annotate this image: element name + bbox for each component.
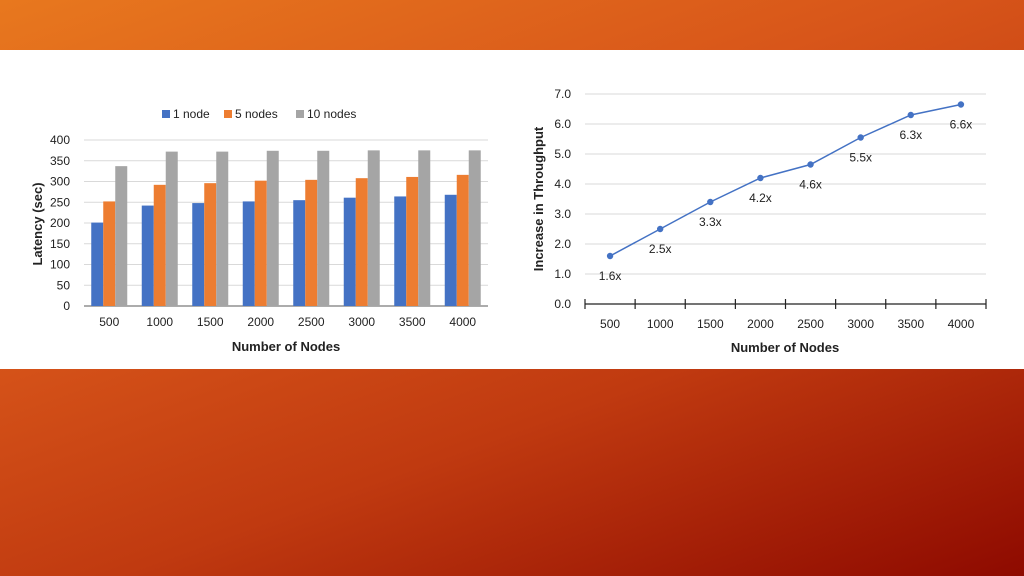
data-label: 3.3x <box>699 215 722 229</box>
bar-chart-x-tick-label: 3000 <box>348 315 375 329</box>
bar-chart-y-tick-label: 350 <box>50 154 70 168</box>
bar-chart-y-axis-label: Latency (sec) <box>30 182 45 265</box>
data-label: 5.5x <box>849 151 872 165</box>
bar <box>456 174 469 306</box>
bar-chart-y-ticks: 0 50 100 150 200 250 300 350 400 <box>50 133 70 313</box>
line-chart-y-tick-label: 2.0 <box>554 237 571 251</box>
legend-swatch <box>224 110 232 118</box>
line-chart-gridlines <box>585 93 986 275</box>
bar-chart-y-tick-label: 200 <box>50 216 70 230</box>
bar <box>192 203 205 306</box>
bar <box>115 166 128 306</box>
data-label: 6.6x <box>950 118 973 132</box>
line-chart-x-tick-label: 2000 <box>747 317 774 331</box>
data-point <box>707 198 714 206</box>
line-chart-y-ticks: 0.0 1.0 2.0 3.0 4.0 5.0 6.0 7.0 <box>554 87 571 311</box>
legend-label: 1 node <box>173 107 210 121</box>
bar-chart-x-tick-label: 4000 <box>449 315 476 329</box>
bar <box>153 184 166 306</box>
line-chart-series: 1.6x 2.5x 3.3x 4.2x 4.6x 5.5x 6.3x 6.6x <box>599 101 973 283</box>
line-chart-x-axis-label: Number of Nodes <box>731 340 839 355</box>
bar <box>355 178 368 306</box>
data-point <box>606 252 614 260</box>
bar-chart-x-tick-label: 2500 <box>298 315 325 329</box>
data-label: 2.5x <box>649 242 672 256</box>
bar-chart-y-tick-label: 150 <box>50 237 70 251</box>
line-chart-y-tick-label: 3.0 <box>554 207 571 221</box>
bar <box>165 151 178 306</box>
data-label: 4.2x <box>749 191 772 205</box>
bar <box>394 196 407 306</box>
bar-chart-bars <box>91 150 481 306</box>
line-chart-y-tick-label: 6.0 <box>554 117 571 131</box>
line-chart-x-axis: 500 1000 1500 2000 2500 3000 3500 4000 <box>584 299 987 331</box>
bar-chart-x-tick-label: 1000 <box>146 315 173 329</box>
bar <box>254 180 267 306</box>
bar-chart-y-tick-label: 50 <box>57 278 71 292</box>
line-chart-x-tick-label: 2500 <box>797 317 824 331</box>
data-point <box>957 101 965 108</box>
bar-chart-y-tick-label: 300 <box>50 175 70 189</box>
data-label: 6.3x <box>899 128 922 142</box>
data-label: 4.6x <box>799 178 822 192</box>
legend-swatch <box>296 110 304 118</box>
bar <box>141 205 154 306</box>
bar <box>266 150 279 306</box>
bar-chart-x-tick-label: 3500 <box>399 315 426 329</box>
bar <box>204 183 217 306</box>
bar-chart-legend: 1 node 5 nodes 10 nodes <box>162 107 356 121</box>
bar <box>91 222 104 306</box>
line-chart-x-tick-label: 4000 <box>948 317 975 331</box>
bar-chart-y-tick-label: 400 <box>50 133 70 147</box>
line-chart-x-tick-label: 500 <box>600 317 620 331</box>
line-chart-y-tick-label: 0.0 <box>554 297 571 311</box>
bar-chart-x-axis-label: Number of Nodes <box>232 339 340 354</box>
series-line <box>609 103 962 257</box>
bar-chart-y-tick-label: 0 <box>63 299 70 313</box>
line-chart-y-tick-label: 5.0 <box>554 147 571 161</box>
line-chart-x-tick-label: 1000 <box>647 317 674 331</box>
data-label: 1.6x <box>599 269 622 283</box>
bar <box>406 176 419 306</box>
bar <box>343 197 356 306</box>
line-chart-y-tick-label: 4.0 <box>554 177 571 191</box>
bar <box>418 150 431 306</box>
bar <box>305 179 318 306</box>
bar-chart-x-ticks: 500 1000 1500 2000 2500 3000 3500 4000 <box>99 315 476 329</box>
line-chart-x-tick-label: 3500 <box>897 317 924 331</box>
bar <box>317 150 330 306</box>
line-chart-x-tick-label: 3000 <box>847 317 874 331</box>
bar-chart-y-tick-label: 250 <box>50 195 70 209</box>
legend-swatch <box>162 110 170 118</box>
bar <box>293 200 306 306</box>
legend-label: 10 nodes <box>307 107 356 121</box>
legend-label: 5 nodes <box>235 107 278 121</box>
bar-chart-x-tick-label: 500 <box>99 315 119 329</box>
data-point <box>857 134 864 141</box>
line-chart-y-axis-label: Increase in Throughput <box>531 126 546 271</box>
line-chart-y-tick-label: 1.0 <box>554 267 571 281</box>
bar-chart-x-tick-label: 1500 <box>197 315 224 329</box>
line-chart-y-tick-label: 7.0 <box>554 87 571 101</box>
bar <box>103 201 116 306</box>
bar <box>216 151 229 306</box>
bar <box>444 194 457 306</box>
line-chart-x-tick-label: 1500 <box>697 317 724 331</box>
data-point <box>907 111 915 119</box>
bar <box>242 201 255 306</box>
data-point <box>656 225 664 233</box>
bar <box>367 150 380 306</box>
data-point <box>757 174 764 182</box>
bar-chart-y-tick-label: 100 <box>50 258 70 272</box>
bar-chart-x-tick-label: 2000 <box>247 315 274 329</box>
bar <box>468 150 481 306</box>
data-point <box>807 161 814 168</box>
